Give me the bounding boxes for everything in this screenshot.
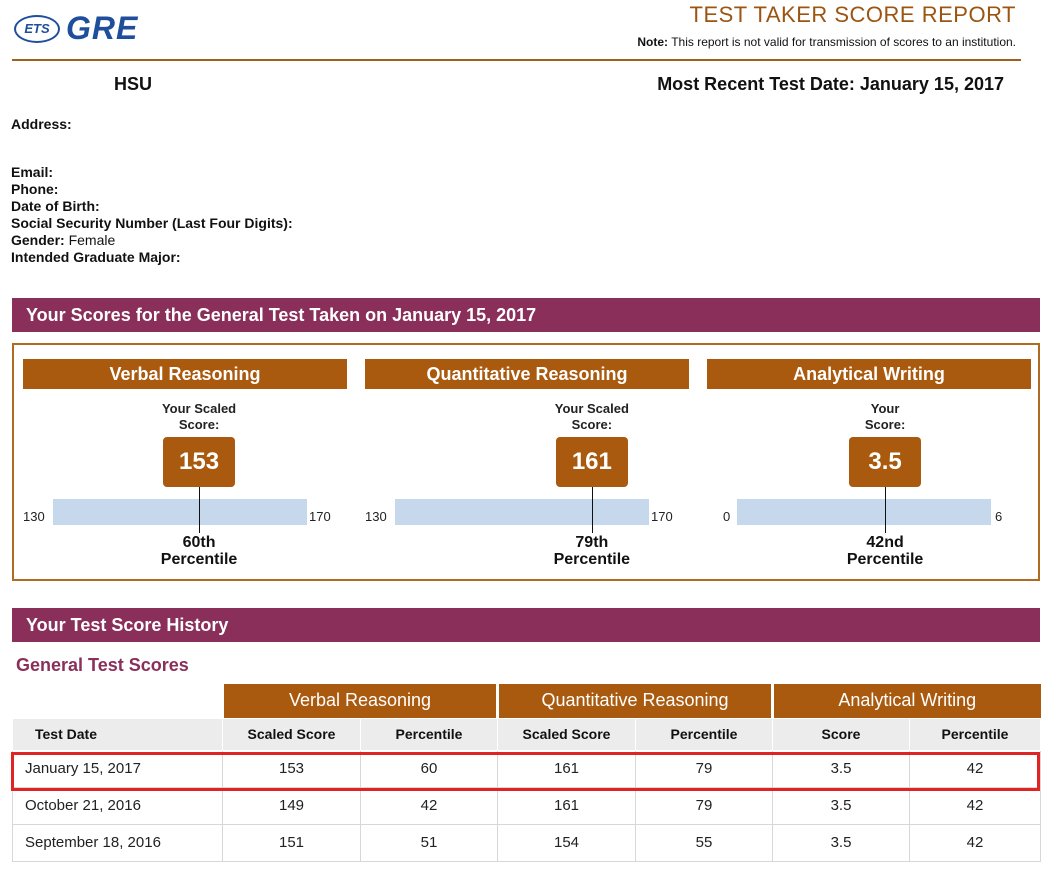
score-range-bar bbox=[53, 499, 307, 525]
range-max: 170 bbox=[309, 509, 331, 524]
range-min: 130 bbox=[365, 509, 387, 524]
col-verbal-percentile: Percentile bbox=[360, 717, 498, 751]
score-range-bar bbox=[737, 499, 991, 525]
note-label: Note: bbox=[637, 35, 669, 49]
cell-test-date: October 21, 2016 bbox=[12, 787, 223, 825]
score-card-analytical-writing: Analytical Writing Your Score: 3.5 0 6 4… bbox=[707, 359, 1031, 571]
cell-test-date: September 18, 2016 bbox=[12, 824, 223, 862]
cell-quant-scaled: 161 bbox=[497, 750, 636, 788]
header-divider bbox=[12, 59, 1021, 61]
cell-quant-percentile: 79 bbox=[635, 750, 773, 788]
cell-quant-scaled: 161 bbox=[497, 787, 636, 825]
ets-logo: ETS bbox=[14, 14, 60, 43]
cell-writing-percentile: 42 bbox=[909, 824, 1041, 862]
range-min: 130 bbox=[23, 509, 45, 524]
gender-row: Gender: Female bbox=[11, 232, 115, 248]
cell-quant-percentile: 79 bbox=[635, 787, 773, 825]
range-max: 6 bbox=[995, 509, 1003, 524]
score-card-verbal: Verbal Reasoning Your Scaled Score: 153 … bbox=[23, 359, 347, 571]
ssn-label: Social Security Number (Last Four Digits… bbox=[11, 215, 293, 231]
cell-verbal-percentile: 60 bbox=[360, 750, 498, 788]
cell-verbal-scaled: 151 bbox=[222, 824, 361, 862]
scaled-score-label: Your Scaled Score: bbox=[161, 401, 237, 432]
percentile-label: 60th Percentile bbox=[160, 534, 238, 568]
dob-label: Date of Birth: bbox=[11, 198, 100, 214]
score-history-header: Your Test Score History bbox=[12, 608, 1040, 642]
group-header-blank bbox=[13, 684, 223, 718]
scores-section-header: Your Scores for the General Test Taken o… bbox=[12, 298, 1040, 332]
col-test-date: Test Date bbox=[12, 717, 223, 751]
table-row: October 21, 2016 149 42 161 79 3.5 42 bbox=[12, 787, 1041, 825]
cell-test-date: January 15, 2017 bbox=[12, 750, 223, 788]
ets-gre-logo: ETS GRE bbox=[14, 10, 138, 47]
major-label: Intended Graduate Major: bbox=[11, 249, 181, 265]
percentile-label: 42nd Percentile bbox=[846, 534, 924, 568]
taker-name: HSU bbox=[114, 74, 153, 94]
col-writing-percentile: Percentile bbox=[909, 717, 1041, 751]
card-title: Analytical Writing bbox=[707, 359, 1031, 389]
group-header-quantitative: Quantitative Reasoning bbox=[496, 684, 773, 718]
percentile-label: 79th Percentile bbox=[553, 534, 631, 568]
card-title: Quantitative Reasoning bbox=[365, 359, 689, 389]
table-row: September 18, 2016 151 51 154 55 3.5 42 bbox=[12, 824, 1041, 862]
card-title: Verbal Reasoning bbox=[23, 359, 347, 389]
cell-writing-score: 3.5 bbox=[772, 750, 910, 788]
note-text: This report is not valid for transmissio… bbox=[671, 35, 1016, 49]
score-value-box: 161 bbox=[555, 437, 628, 487]
cell-verbal-percentile: 51 bbox=[360, 824, 498, 862]
range-max: 170 bbox=[651, 509, 673, 524]
cell-verbal-scaled: 149 bbox=[222, 787, 361, 825]
col-quant-scaled: Scaled Score bbox=[497, 717, 636, 751]
cell-writing-score: 3.5 bbox=[772, 824, 910, 862]
report-title: TEST TAKER SCORE REPORT bbox=[689, 2, 1016, 27]
range-min: 0 bbox=[723, 509, 731, 524]
cell-quant-percentile: 55 bbox=[635, 824, 773, 862]
scaled-score-label: Your Scaled Score: bbox=[554, 401, 629, 432]
score-value-box: 3.5 bbox=[849, 437, 922, 487]
gender-value: Female bbox=[68, 232, 116, 248]
score-card-quantitative: Quantitative Reasoning Your Scaled Score… bbox=[365, 359, 689, 571]
score-range-bar bbox=[395, 499, 649, 525]
gre-logo-text: GRE bbox=[66, 10, 139, 46]
scaled-score-label: Your Score: bbox=[864, 401, 906, 432]
col-quant-percentile: Percentile bbox=[635, 717, 773, 751]
score-marker bbox=[885, 487, 887, 533]
most-recent-test-date: Most Recent Test Date: January 15, 2017 bbox=[657, 74, 1004, 94]
score-history-table: Verbal Reasoning Quantitative Reasoning … bbox=[12, 684, 1041, 862]
group-header-analytical-writing: Analytical Writing bbox=[771, 684, 1041, 718]
score-marker bbox=[199, 487, 201, 533]
group-header-verbal: Verbal Reasoning bbox=[221, 684, 498, 718]
report-note: Note: This report is not valid for trans… bbox=[637, 35, 1016, 49]
cell-writing-percentile: 42 bbox=[909, 750, 1041, 788]
score-panel: Verbal Reasoning Your Scaled Score: 153 … bbox=[12, 343, 1040, 581]
general-test-scores-title: General Test Scores bbox=[16, 655, 189, 675]
phone-label: Phone: bbox=[11, 181, 59, 197]
cell-writing-percentile: 42 bbox=[909, 787, 1041, 825]
address-label: Address: bbox=[11, 116, 72, 132]
table-row: January 15, 2017 153 60 161 79 3.5 42 bbox=[12, 750, 1041, 788]
cell-writing-score: 3.5 bbox=[772, 787, 910, 825]
email-label: Email: bbox=[11, 164, 54, 180]
cell-verbal-percentile: 42 bbox=[360, 787, 498, 825]
col-verbal-scaled: Scaled Score bbox=[222, 717, 361, 751]
score-marker bbox=[591, 487, 593, 533]
col-writing-score: Score bbox=[772, 717, 910, 751]
cell-verbal-scaled: 153 bbox=[222, 750, 361, 788]
score-value-box: 153 bbox=[163, 437, 236, 487]
cell-quant-scaled: 154 bbox=[497, 824, 636, 862]
gender-label: Gender: bbox=[11, 232, 65, 248]
